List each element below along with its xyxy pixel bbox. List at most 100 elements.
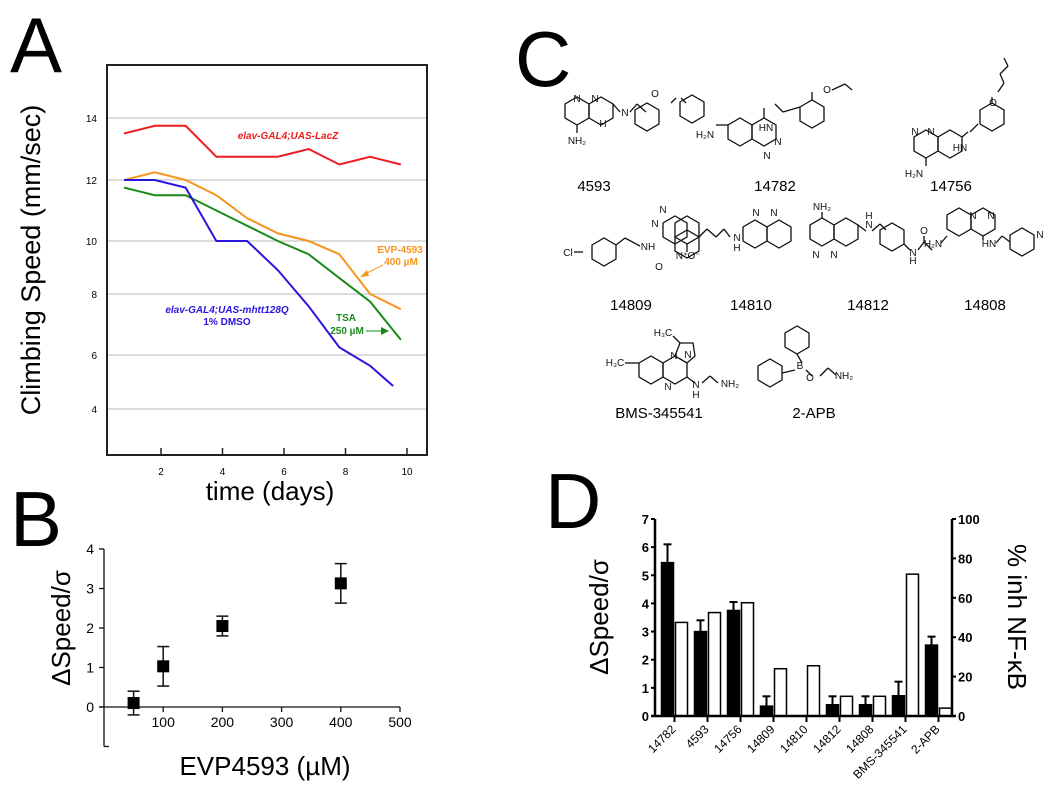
chart-b-xtick-label: 200 xyxy=(211,714,235,730)
atom-label: H₂N xyxy=(905,169,923,180)
chart-d-bar-speed xyxy=(891,694,906,717)
chart-a-series-line xyxy=(123,171,402,311)
atom-label: N xyxy=(591,94,598,105)
chart-a-frame xyxy=(106,64,428,456)
chart-b-ytick-label: 4 xyxy=(86,541,94,557)
atom-label: NH₂ xyxy=(568,136,586,147)
atom-label: N xyxy=(927,127,934,138)
chart-d-ytick-label: 3 xyxy=(642,625,649,640)
chart-a-series-line xyxy=(124,179,394,387)
atom-label: H xyxy=(909,256,916,267)
chart-d-category-label: 14756 xyxy=(711,722,745,756)
atom-label: H₂N xyxy=(924,239,942,250)
chart-b-point xyxy=(157,660,170,673)
annotation-tsa: TSA xyxy=(336,313,356,324)
atom-label: N xyxy=(664,382,671,393)
atom-label: H₃C xyxy=(606,358,625,369)
chart-a-ylabel: Climbing Speed (mm/sec) xyxy=(16,105,46,416)
chart-b-xtick-label: 500 xyxy=(388,714,412,730)
chart-d-y2tick-label: 60 xyxy=(958,591,972,606)
chart-b-xlabel: EVP4593 (µM) xyxy=(179,751,350,781)
atom-label: N xyxy=(659,205,666,216)
atom-label: N xyxy=(651,219,658,230)
chart-d-y2tick-label: 100 xyxy=(958,512,980,527)
chart-a-xtick-label: 8 xyxy=(343,467,349,478)
atom-label: N xyxy=(987,211,994,222)
chart-d-bar-nfkb xyxy=(839,695,854,717)
atom-label: N xyxy=(969,211,976,222)
annotation-dmso: 1% DMSO xyxy=(203,317,250,328)
compound-label-4593: 4593 xyxy=(577,178,611,195)
chart-b-xtick-label: 100 xyxy=(152,714,176,730)
atom-label: O xyxy=(806,373,814,384)
atom-label: N xyxy=(752,208,759,219)
chart-d-bar-nfkb xyxy=(707,611,722,717)
compound-label-bms-345541: BMS-345541 xyxy=(615,405,703,422)
chart-d-category-label: 4593 xyxy=(683,722,712,751)
atom-label: H₂N xyxy=(696,130,714,141)
structure-bms-345541 xyxy=(625,335,719,385)
structure-14809 xyxy=(574,215,700,267)
chart-b-point xyxy=(127,697,140,710)
structure-14808 xyxy=(940,207,1035,257)
chart-b-ytick-label: 2 xyxy=(86,620,94,636)
chart-d-ytick-label: 2 xyxy=(642,653,649,668)
atom-label: N xyxy=(621,108,628,119)
compound-label-14810: 14810 xyxy=(730,297,772,314)
chart-d-bar-speed xyxy=(858,703,873,717)
chart-b-ylabel: ΔSpeed/σ xyxy=(46,570,76,686)
chart-d-category-label: 14809 xyxy=(744,722,778,756)
chart-d-bar-speed xyxy=(693,630,708,717)
chart-d-y2tick-label: 40 xyxy=(958,630,972,645)
atom-label: N xyxy=(830,250,837,261)
chart-a-xtick-label: 2 xyxy=(158,467,164,478)
structure-14782 xyxy=(716,83,853,147)
chart-d-bar-nfkb xyxy=(740,601,755,717)
annotation-evp: EVP-4593 xyxy=(377,245,423,256)
chart-b-ytick-label: 1 xyxy=(86,660,94,676)
atom-label: N xyxy=(770,208,777,219)
chart-d-bar-nfkb xyxy=(773,667,788,717)
chart-d-bar-nfkb xyxy=(905,573,920,717)
chart-b-xtick-label: 400 xyxy=(329,714,353,730)
chart-a-ytick-label: 14 xyxy=(86,114,98,125)
atom-label: NH xyxy=(641,242,655,253)
atom-label: N⁺ xyxy=(676,251,689,262)
atom-label: H xyxy=(599,119,606,130)
chart-b-xtick-label: 300 xyxy=(270,714,294,730)
chart-d-ytick-label: 6 xyxy=(642,540,649,555)
chart-d-ytick-label: 1 xyxy=(642,681,649,696)
atom-label: N xyxy=(684,350,691,361)
atom-label: N xyxy=(763,151,770,162)
annotation-tsa-conc: 250 µM xyxy=(330,326,364,337)
atom-label: O xyxy=(651,89,659,100)
atom-label: NH₂ xyxy=(721,379,739,390)
atom-label: HN xyxy=(953,143,967,154)
panel-letter-d: D xyxy=(545,457,602,545)
annotation-evp-arrowhead xyxy=(360,270,369,277)
atom-label: H xyxy=(865,211,872,222)
atom-label: H xyxy=(692,390,699,401)
chart-b-point xyxy=(334,577,347,590)
chart-d-bar-speed xyxy=(924,644,939,717)
atom-label: H xyxy=(733,243,740,254)
chart-d-bar-nfkb xyxy=(674,621,689,717)
chart-a-xlabel: time (days) xyxy=(206,476,335,506)
chart-d-ytick-label: 7 xyxy=(642,512,649,527)
chart-a-xtick-label: 4 xyxy=(220,467,226,478)
atom-label: N xyxy=(733,233,740,244)
chart-a-series-line xyxy=(123,124,402,166)
chart-d-y2tick-label: 0 xyxy=(958,709,965,724)
chart-a-xtick-label: 10 xyxy=(401,467,413,478)
structure-14812 xyxy=(809,212,933,252)
chart-d-ytick-label: 4 xyxy=(642,596,650,611)
chart-d-ylabel: ΔSpeed/σ xyxy=(584,559,614,675)
atom-label: N xyxy=(670,351,677,362)
compound-label-14756: 14756 xyxy=(930,178,972,195)
chart-d-category-label: 2-APB xyxy=(908,722,942,756)
structure-14756 xyxy=(913,57,1009,166)
atom-label: N xyxy=(812,250,819,261)
chart-a-ytick-label: 10 xyxy=(86,237,98,248)
